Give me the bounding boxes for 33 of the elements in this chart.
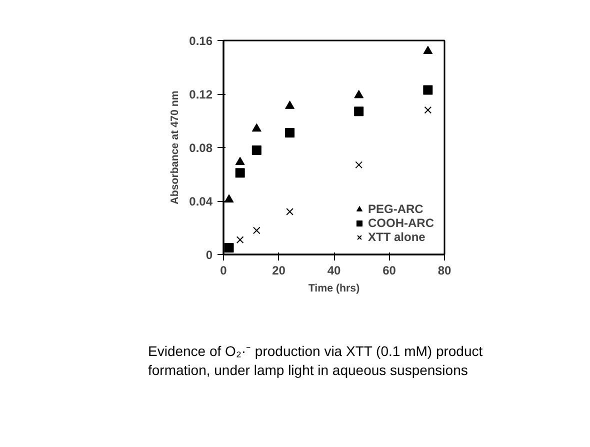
x-tick-label: 40 bbox=[327, 264, 341, 278]
x-tick-label: 80 bbox=[438, 264, 452, 278]
point bbox=[224, 243, 234, 253]
point bbox=[354, 90, 364, 98]
x-axis-title: Time (hrs) bbox=[308, 282, 360, 294]
point bbox=[236, 236, 244, 244]
legend-label: COOH-ARC bbox=[368, 216, 434, 230]
text: Evidence of O₂·⁻ production via XTT (0.1 mM) product formation, under lamp light in aqueous suspensions bbox=[148, 342, 483, 380]
point bbox=[423, 46, 433, 54]
legend-label: XTT alone bbox=[368, 230, 426, 244]
x-tick-label: 60 bbox=[382, 264, 396, 278]
point bbox=[235, 168, 245, 178]
point bbox=[354, 106, 364, 116]
point bbox=[252, 226, 260, 234]
y-axis-title: Absorbance at 470 nm bbox=[169, 90, 182, 204]
point bbox=[235, 156, 245, 166]
point bbox=[424, 106, 432, 114]
y-tick-label: 0.12 bbox=[189, 88, 213, 102]
y-tick-label: 0 bbox=[206, 248, 213, 262]
point bbox=[285, 100, 295, 109]
y-tick-label: 0.04 bbox=[189, 194, 213, 208]
point bbox=[355, 161, 363, 169]
y-tick-label: 0.08 bbox=[189, 141, 213, 155]
x-tick-label: 0 bbox=[220, 264, 228, 278]
point bbox=[252, 145, 262, 155]
point bbox=[286, 208, 294, 216]
x-tick-label: 20 bbox=[272, 264, 286, 278]
point bbox=[252, 123, 262, 132]
y-tick-label: 0.16 bbox=[189, 34, 213, 48]
point bbox=[423, 85, 433, 95]
point bbox=[285, 128, 295, 138]
point bbox=[224, 194, 234, 203]
legend-label: PEG-ARC bbox=[368, 202, 424, 216]
